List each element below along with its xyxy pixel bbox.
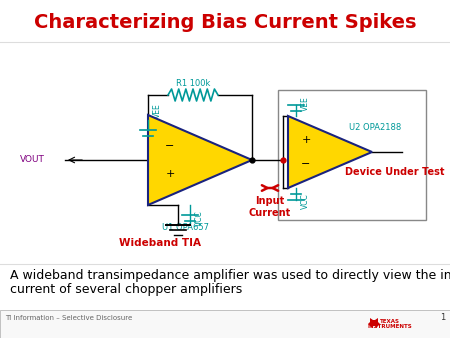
Text: VCC: VCC	[301, 193, 310, 209]
Text: A wideband transimpedance amplifier was used to directly view the input: A wideband transimpedance amplifier was …	[10, 268, 450, 282]
Text: R1 100k: R1 100k	[176, 78, 210, 88]
Polygon shape	[368, 318, 380, 328]
Text: +: +	[302, 135, 310, 145]
Text: Wideband TIA: Wideband TIA	[119, 238, 201, 248]
Text: TI Information – Selective Disclosure: TI Information – Selective Disclosure	[5, 315, 132, 321]
Text: U2 OPA2188: U2 OPA2188	[349, 122, 401, 131]
Bar	[0, 310, 450, 338]
Text: VOUT: VOUT	[20, 155, 45, 165]
Text: VEE: VEE	[153, 103, 162, 118]
Polygon shape	[288, 116, 372, 188]
Text: TEXAS
INSTRUMENTS: TEXAS INSTRUMENTS	[368, 319, 412, 330]
Text: Input
Current: Input Current	[249, 196, 291, 218]
Text: −: −	[165, 141, 175, 151]
Text: −: −	[302, 159, 310, 169]
Text: U1 OPA657: U1 OPA657	[162, 222, 208, 232]
Text: 1: 1	[440, 314, 445, 322]
Text: Characterizing Bias Current Spikes: Characterizing Bias Current Spikes	[34, 13, 416, 31]
Text: Device Under Test: Device Under Test	[345, 167, 445, 177]
Text: VCC: VCC	[195, 210, 204, 226]
Text: current of several chopper amplifiers: current of several chopper amplifiers	[10, 284, 242, 296]
Polygon shape	[148, 115, 252, 205]
Text: VEE: VEE	[301, 96, 310, 111]
Text: +: +	[165, 169, 175, 179]
Bar	[278, 90, 426, 220]
